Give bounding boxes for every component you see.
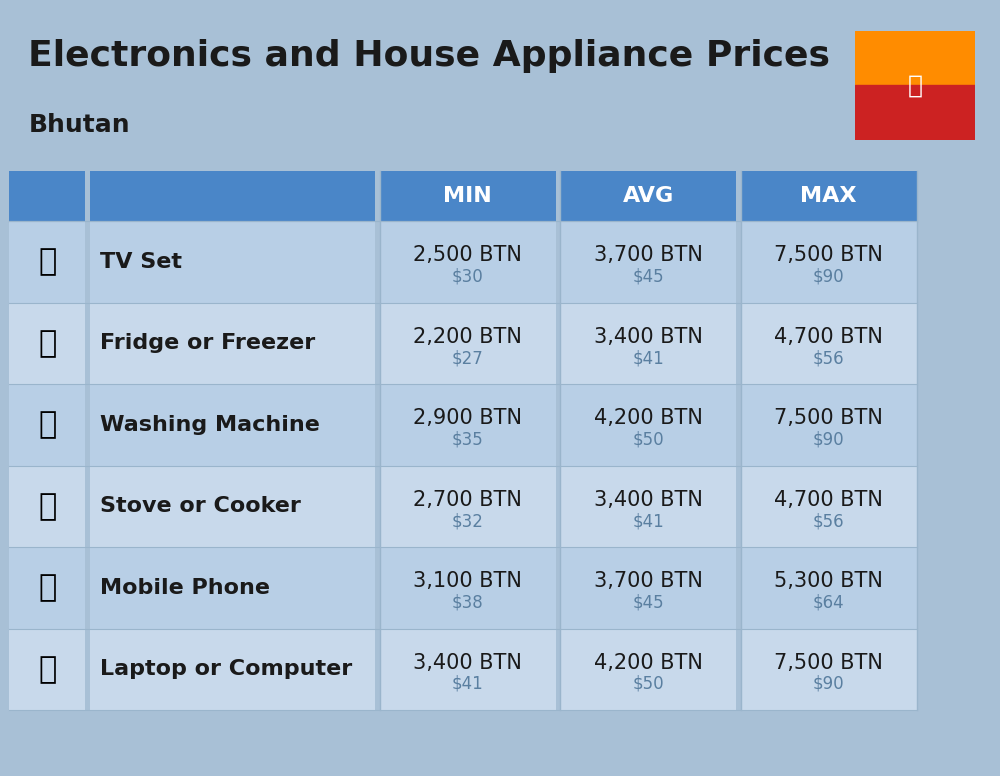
- Text: $45: $45: [632, 268, 664, 286]
- FancyBboxPatch shape: [90, 384, 375, 466]
- FancyBboxPatch shape: [90, 303, 375, 384]
- Bar: [855, 85, 975, 140]
- Text: 📺: 📺: [38, 248, 57, 276]
- Text: 🐉: 🐉: [908, 74, 922, 97]
- FancyBboxPatch shape: [741, 171, 917, 221]
- FancyBboxPatch shape: [741, 466, 917, 547]
- Text: Electronics and House Appliance Prices: Electronics and House Appliance Prices: [28, 39, 830, 73]
- Text: $90: $90: [813, 675, 844, 693]
- Text: 7,500 BTN: 7,500 BTN: [774, 408, 883, 428]
- Text: 🧊: 🧊: [38, 329, 57, 358]
- FancyBboxPatch shape: [380, 629, 556, 710]
- FancyBboxPatch shape: [741, 303, 917, 384]
- Text: 3,700 BTN: 3,700 BTN: [594, 245, 703, 265]
- Text: $41: $41: [632, 512, 664, 530]
- FancyBboxPatch shape: [9, 303, 85, 384]
- Text: 3,400 BTN: 3,400 BTN: [594, 490, 703, 510]
- Text: TV Set: TV Set: [100, 252, 182, 272]
- Text: $64: $64: [813, 594, 844, 611]
- FancyBboxPatch shape: [90, 629, 375, 710]
- Text: MIN: MIN: [443, 186, 492, 206]
- Text: $41: $41: [452, 675, 484, 693]
- Text: Fridge or Freezer: Fridge or Freezer: [100, 334, 315, 353]
- FancyBboxPatch shape: [9, 547, 85, 629]
- FancyBboxPatch shape: [380, 303, 556, 384]
- FancyBboxPatch shape: [380, 466, 556, 547]
- Text: 7,500 BTN: 7,500 BTN: [774, 245, 883, 265]
- Text: MAX: MAX: [800, 186, 857, 206]
- FancyBboxPatch shape: [560, 221, 736, 303]
- FancyBboxPatch shape: [741, 547, 917, 629]
- FancyBboxPatch shape: [9, 629, 85, 710]
- FancyBboxPatch shape: [380, 384, 556, 466]
- FancyBboxPatch shape: [380, 171, 556, 221]
- FancyBboxPatch shape: [90, 466, 375, 547]
- Text: $27: $27: [452, 349, 484, 367]
- FancyBboxPatch shape: [9, 466, 85, 547]
- Text: $50: $50: [632, 675, 664, 693]
- Text: $90: $90: [813, 431, 844, 449]
- Text: $32: $32: [452, 512, 484, 530]
- Text: Bhutan: Bhutan: [28, 113, 130, 137]
- Text: 5,300 BTN: 5,300 BTN: [774, 571, 883, 591]
- FancyBboxPatch shape: [560, 466, 736, 547]
- FancyBboxPatch shape: [9, 384, 85, 466]
- Text: Mobile Phone: Mobile Phone: [100, 578, 270, 598]
- Text: 🔥: 🔥: [38, 492, 57, 521]
- FancyBboxPatch shape: [380, 547, 556, 629]
- Text: Stove or Cooker: Stove or Cooker: [100, 497, 301, 516]
- FancyBboxPatch shape: [380, 221, 556, 303]
- Bar: [855, 31, 975, 85]
- Text: 4,200 BTN: 4,200 BTN: [594, 408, 703, 428]
- Text: $30: $30: [452, 268, 484, 286]
- Text: $90: $90: [813, 268, 844, 286]
- FancyBboxPatch shape: [90, 547, 375, 629]
- FancyBboxPatch shape: [741, 629, 917, 710]
- Text: $38: $38: [452, 594, 484, 611]
- Text: Laptop or Computer: Laptop or Computer: [100, 660, 352, 679]
- FancyBboxPatch shape: [560, 303, 736, 384]
- Text: 2,500 BTN: 2,500 BTN: [413, 245, 522, 265]
- Text: 💻: 💻: [38, 655, 57, 684]
- Text: $45: $45: [632, 594, 664, 611]
- Text: 3,100 BTN: 3,100 BTN: [413, 571, 522, 591]
- Text: $41: $41: [632, 349, 664, 367]
- FancyBboxPatch shape: [560, 629, 736, 710]
- FancyBboxPatch shape: [90, 171, 375, 221]
- Text: 3,400 BTN: 3,400 BTN: [594, 327, 703, 347]
- Text: Washing Machine: Washing Machine: [100, 415, 320, 435]
- FancyBboxPatch shape: [9, 171, 85, 221]
- Text: 4,700 BTN: 4,700 BTN: [774, 327, 883, 347]
- FancyBboxPatch shape: [90, 221, 375, 303]
- Text: 7,500 BTN: 7,500 BTN: [774, 653, 883, 673]
- Text: 4,200 BTN: 4,200 BTN: [594, 653, 703, 673]
- Text: 📱: 📱: [38, 573, 57, 602]
- FancyBboxPatch shape: [560, 547, 736, 629]
- Text: AVG: AVG: [623, 186, 674, 206]
- Text: $50: $50: [632, 431, 664, 449]
- FancyBboxPatch shape: [560, 171, 736, 221]
- Text: $56: $56: [813, 512, 844, 530]
- FancyBboxPatch shape: [9, 221, 85, 303]
- Text: 3,400 BTN: 3,400 BTN: [413, 653, 522, 673]
- FancyBboxPatch shape: [741, 221, 917, 303]
- FancyBboxPatch shape: [741, 384, 917, 466]
- Text: 2,900 BTN: 2,900 BTN: [413, 408, 522, 428]
- Text: $56: $56: [813, 349, 844, 367]
- Text: 2,200 BTN: 2,200 BTN: [413, 327, 522, 347]
- Text: 4,700 BTN: 4,700 BTN: [774, 490, 883, 510]
- Text: 2,700 BTN: 2,700 BTN: [413, 490, 522, 510]
- Text: 3,700 BTN: 3,700 BTN: [594, 571, 703, 591]
- FancyBboxPatch shape: [560, 384, 736, 466]
- Text: $35: $35: [452, 431, 484, 449]
- Text: 🫧: 🫧: [38, 411, 57, 439]
